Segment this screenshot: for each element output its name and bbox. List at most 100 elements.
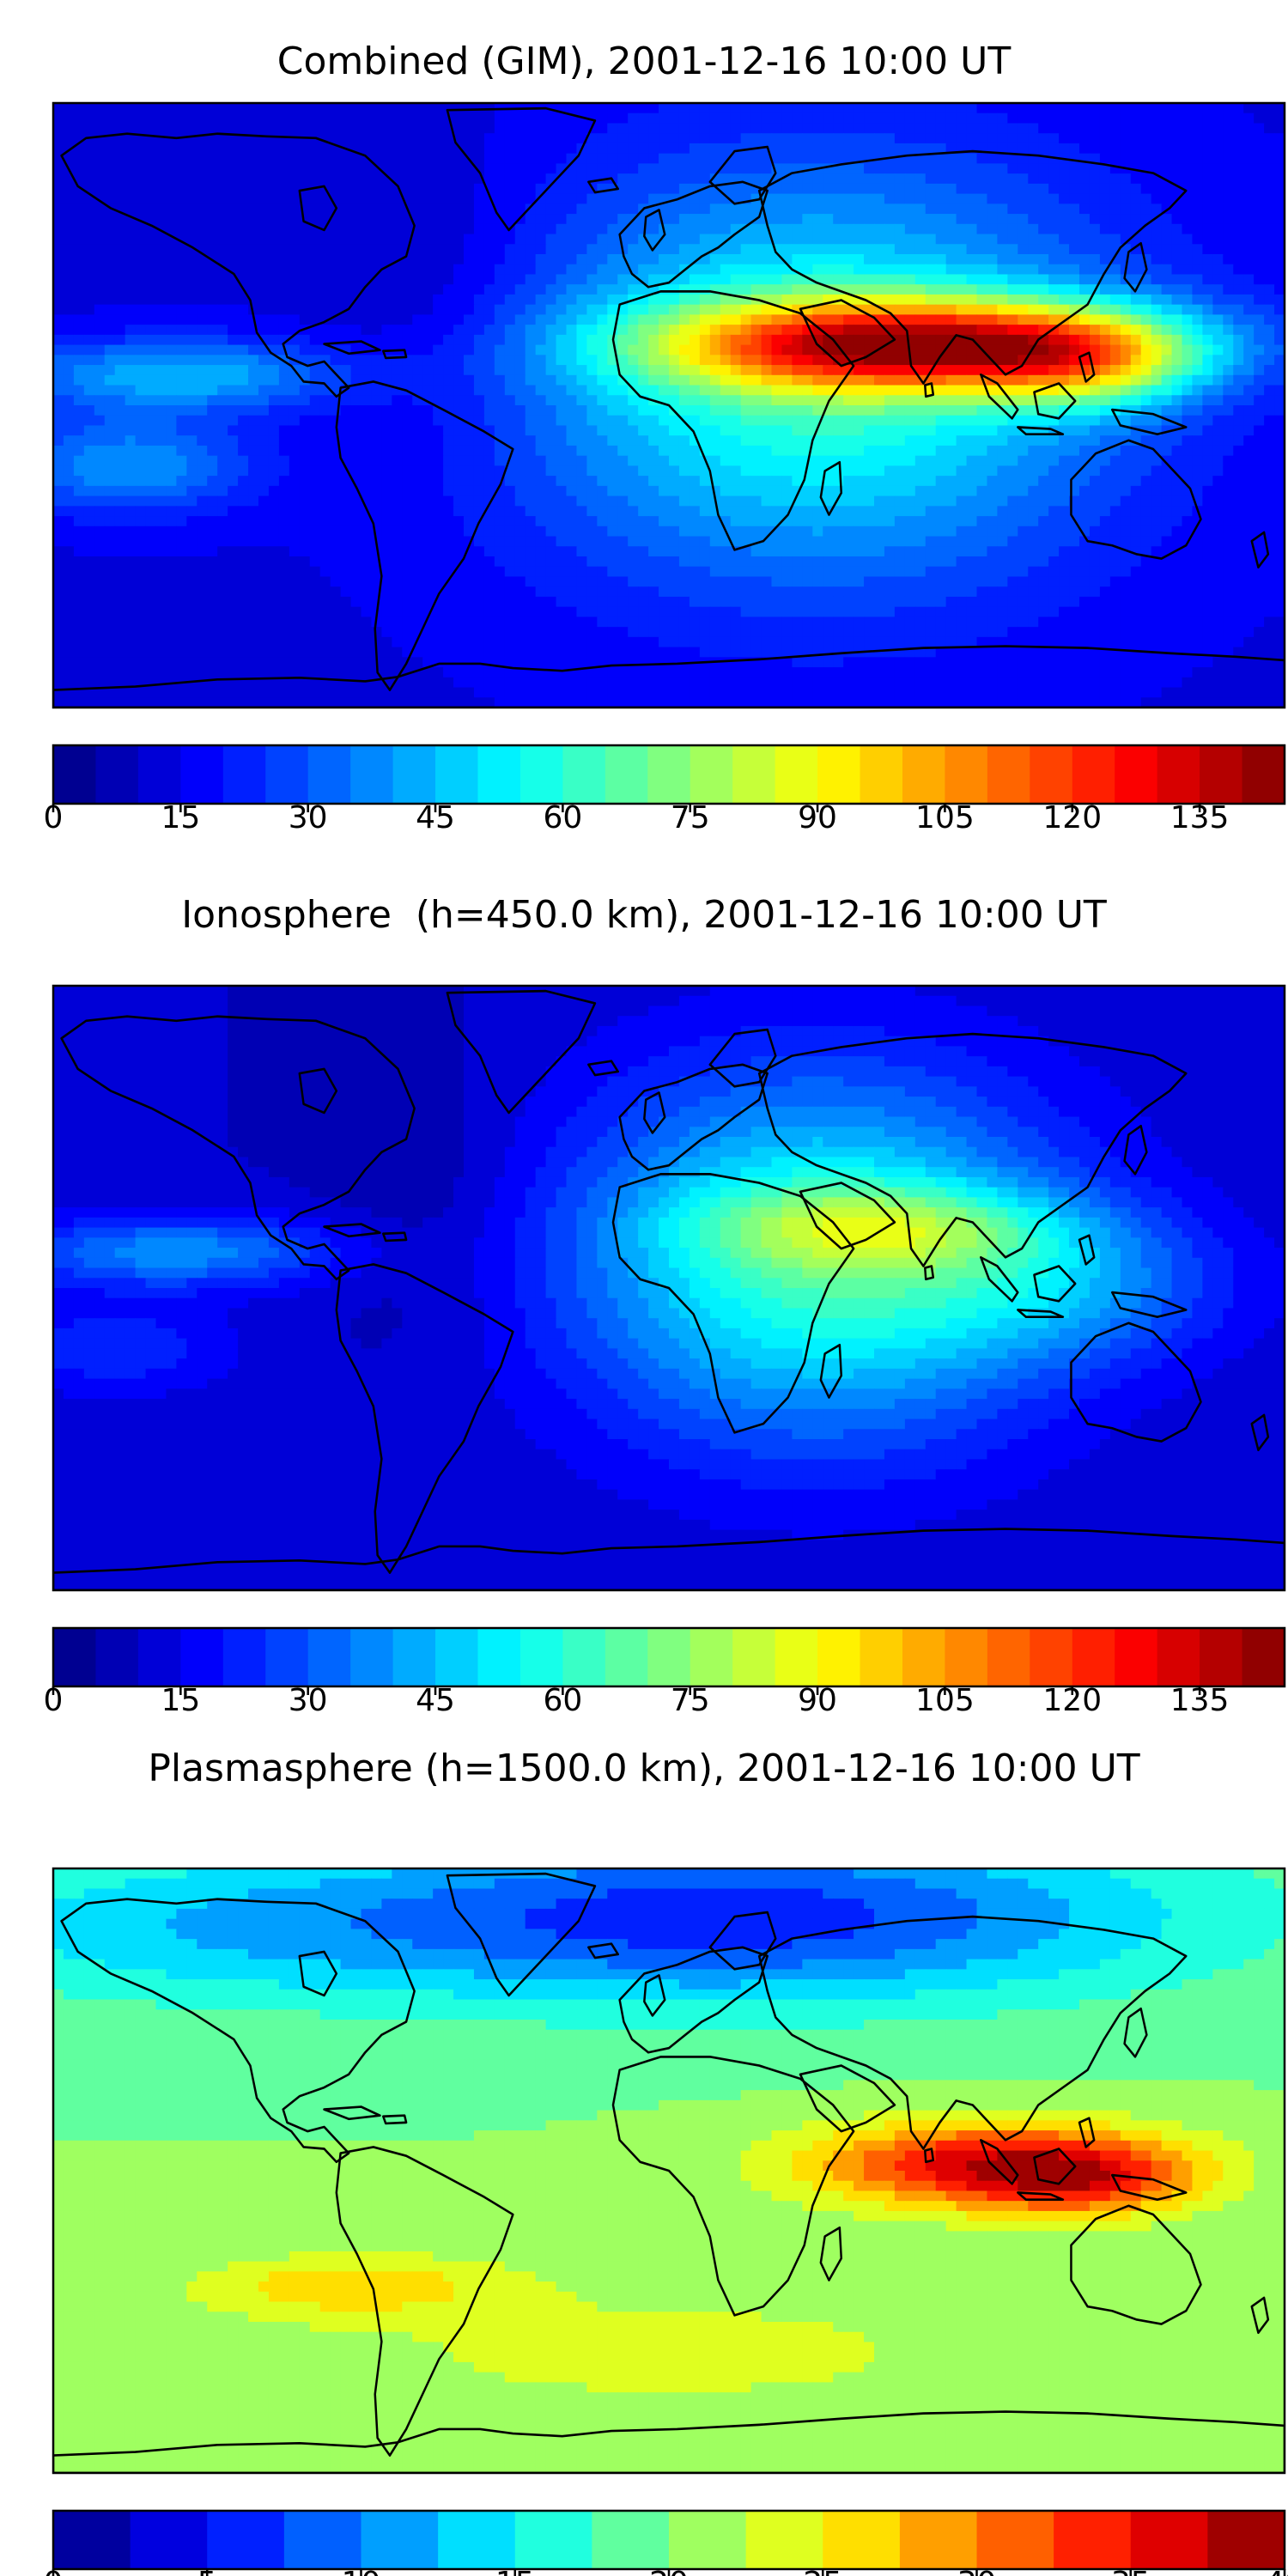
contour-cell [1171, 365, 1183, 376]
contour-cell [1018, 395, 1029, 406]
contour-cell [381, 415, 392, 427]
contour-cell [197, 143, 208, 155]
contour-cell [1151, 455, 1163, 466]
contour-cell [997, 314, 1008, 325]
contour-cell [1254, 344, 1265, 355]
contour-cell [597, 254, 608, 265]
contour-cell [381, 465, 392, 477]
contour-cell [1254, 385, 1265, 396]
contour-cell [659, 476, 670, 487]
contour-cell [217, 476, 228, 487]
contour-cell [966, 465, 978, 477]
contour-cell [258, 465, 270, 477]
contour-cell [504, 264, 516, 276]
contour-cell [781, 325, 793, 336]
contour-cell [638, 385, 649, 396]
contour-cell [699, 374, 711, 386]
contour-cell [894, 465, 906, 477]
contour-cell [525, 214, 537, 225]
contour-cell [1192, 344, 1203, 355]
contour-cell [330, 123, 342, 134]
contour-cell [1192, 214, 1203, 225]
contour-cell [1161, 355, 1173, 366]
contour-cell [914, 223, 927, 235]
contour-cell [186, 476, 197, 487]
contour-cell [514, 385, 526, 396]
contour-cell [1274, 234, 1285, 245]
contour-cell [556, 153, 568, 164]
contour-cell [1018, 123, 1029, 134]
contour-cell [740, 485, 752, 497]
contour-cell [125, 244, 137, 255]
contour-cell [1109, 314, 1121, 325]
contour-cell [997, 214, 1008, 225]
contour-cell [1233, 234, 1244, 245]
contour-cell [299, 274, 311, 285]
contour-cell [504, 183, 516, 195]
contour-cell [412, 234, 423, 245]
contour-cell [289, 435, 301, 447]
contour-cell [956, 495, 968, 507]
contour-cell [1182, 294, 1194, 306]
contour-cell [1192, 355, 1203, 366]
contour-cell [966, 173, 978, 185]
contour-cell [689, 234, 701, 245]
contour-cell [473, 415, 485, 427]
contour-cell [802, 405, 813, 416]
contour-cell [678, 385, 690, 396]
contour-cell [720, 495, 732, 507]
contour-cell [1007, 193, 1018, 204]
contour-cell [422, 355, 434, 366]
contour-cell [443, 163, 454, 174]
contour-cell [997, 344, 1008, 355]
contour-cell [1007, 435, 1018, 447]
contour-cell [812, 183, 823, 195]
contour-cell [319, 455, 331, 466]
contour-cell [956, 214, 968, 225]
contour-cell [1028, 485, 1039, 497]
contour-cell [1182, 112, 1194, 125]
contour-cell [987, 325, 998, 336]
contour-cell [1069, 314, 1080, 325]
contour-cell [638, 465, 649, 477]
contour-cell [1192, 223, 1203, 235]
contour-cell [976, 204, 988, 215]
contour-cell [894, 385, 906, 396]
contour-cell [945, 344, 957, 355]
contour-cell [1007, 425, 1018, 436]
contour-cell [607, 294, 618, 306]
contour-cell [945, 284, 957, 295]
contour-cell [1192, 254, 1203, 265]
contour-cell [1274, 334, 1285, 346]
contour-cell [278, 385, 290, 396]
contour-cell [638, 173, 649, 185]
contour-cell [1007, 334, 1018, 346]
contour-cell [1089, 143, 1101, 155]
contour-cell [1171, 173, 1183, 185]
contour-cell [464, 284, 475, 295]
contour-cell [1151, 284, 1163, 295]
contour-cell [1223, 415, 1234, 427]
contour-cell [914, 244, 927, 255]
contour-cell [638, 325, 649, 336]
contour-cell [1109, 485, 1121, 497]
contour-cell [217, 223, 228, 235]
contour-cell [802, 334, 813, 346]
contour-cell [884, 385, 896, 396]
contour-cell [956, 294, 968, 306]
contour-cell [1109, 183, 1121, 195]
contour-cell [730, 506, 742, 517]
contour-cell [1254, 153, 1265, 164]
contour-cell [566, 455, 578, 466]
contour-cell [309, 485, 321, 497]
contour-cell [750, 334, 762, 346]
contour-cell [1254, 173, 1265, 185]
contour-cell [669, 264, 680, 276]
contour-cell [319, 294, 331, 306]
contour-cell [186, 485, 197, 497]
contour-cell [1089, 405, 1101, 416]
contour-cell [802, 244, 813, 255]
contour-cell [771, 274, 783, 285]
contour-cell [73, 425, 85, 436]
contour-cell [607, 153, 618, 164]
